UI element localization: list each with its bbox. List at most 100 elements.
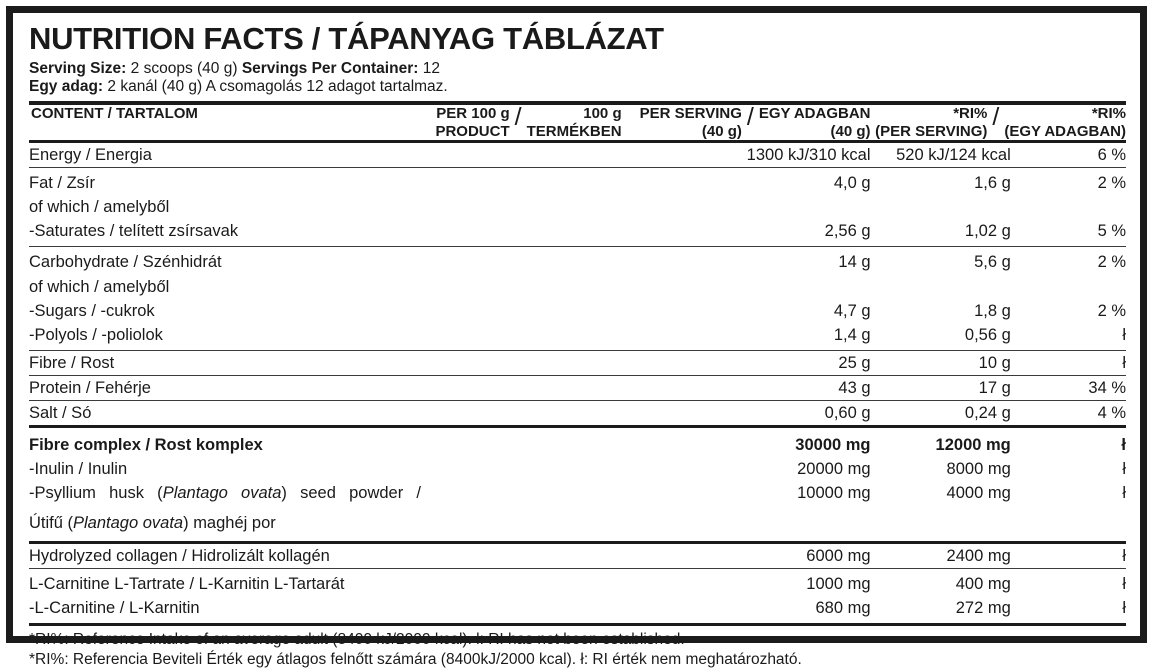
row-ri-percent: ł: [1010, 596, 1126, 626]
table-row: Protein / Fehérje 43 g 17 g 34 %: [29, 375, 1126, 401]
row-per-100g: 6000 mg: [429, 542, 871, 570]
row-ri-percent: ł: [1122, 575, 1126, 594]
row-per-serving: 272 mg: [870, 596, 1011, 626]
nutrition-facts-inner: NUTRITION FACTS / TÁPANYAG TÁBLÁZAT Serv…: [13, 13, 1140, 668]
fibre-complex-bottom-divider: [29, 535, 1126, 545]
row-per-serving: 400 mg: [955, 575, 1011, 594]
row-label: Hydrolyzed collagen / Hidrolizált kollag…: [29, 542, 430, 570]
table-row: Hydrolyzed collagen / Hidrolizált kollag…: [29, 542, 1126, 570]
row-label-part-b: ) seed powder /: [281, 484, 422, 503]
row-per-serving: 2400 mg: [870, 542, 1011, 570]
servings-per-container-value-hu: A csomagolás 12 adagot tartalmaz.: [205, 78, 448, 96]
row-per-100g: 1000 mg: [806, 575, 871, 594]
nutrition-table: CONTENT / TARTALOM PER 100 g PRODUCT / 1…: [29, 103, 1126, 626]
row-label: -Sugars / -cukrok: [29, 301, 155, 320]
row-label-latin-name: Plantago ovata: [162, 484, 282, 503]
table-row: -Saturates / telített zsírsavak 2,56 g 1…: [29, 219, 1126, 248]
row-per-serving: 12000 mg: [935, 436, 1011, 454]
row-label: -L-Carnitine / L-Karnitin: [29, 596, 430, 626]
table-row: of which / amelyből: [29, 195, 1126, 219]
row-per-serving: [871, 275, 1011, 299]
row-ri-percent: ł: [1122, 484, 1126, 503]
row-label-line2-part-b: ) maghéj por: [183, 514, 276, 533]
header-per-100g-en: PER 100 g PRODUCT: [435, 105, 510, 140]
servings-per-container-value: 12: [422, 59, 440, 77]
table-row: -Inulin / Inulin 20000 mg 8000 mg ł: [29, 457, 1126, 481]
header-slash-3: /: [992, 103, 1000, 132]
row-per-100g: 43 g: [429, 375, 871, 401]
row-label-line2-latin-name: Plantago ovata: [73, 514, 184, 533]
row-per-serving: 5,6 g: [974, 253, 1011, 272]
header-amount-group: PER 100 g PRODUCT / 100 g TERMÉKBEN PER …: [429, 103, 871, 144]
row-per-serving: 1,8 g: [974, 301, 1011, 320]
table-row: Energy / Energia 1300 kJ/310 kcal 520 kJ…: [29, 141, 1126, 169]
serving-size-label-hu: Egy adag:: [29, 78, 104, 96]
row-per-100g: 2,56 g: [429, 219, 871, 248]
row-ri-percent: 2 %: [1097, 253, 1126, 272]
row-label: of which / amelyből: [29, 277, 170, 296]
row-per-100g: 1300 kJ/310 kcal: [429, 141, 871, 169]
header-per-serving-en: PER SERVING (40 g): [639, 105, 742, 140]
row-label: Fat / Zsír: [29, 174, 95, 193]
header-ri-per-serving-hu: *RI% (EGY ADAGBAN): [1004, 105, 1126, 140]
row-per-100g: 14 g: [838, 253, 871, 272]
row-label: Fibre / Rost: [29, 350, 430, 376]
row-per-100g: 25 g: [429, 350, 871, 376]
row-per-serving: 0,24 g: [870, 400, 1011, 429]
row-label-line2-part-a: Útifű (: [29, 514, 74, 533]
row-ri-percent: [1011, 275, 1126, 299]
row-per-serving: [871, 195, 1011, 219]
row-per-100g: 4,0 g: [833, 174, 871, 193]
header-per-100g-hu: 100 g TERMÉKBEN: [526, 105, 622, 140]
table-row: Carbohydrate / Szénhidrát 14 g 5,6 g 2 %: [29, 247, 1126, 275]
row-per-serving: 0,56 g: [870, 322, 1011, 351]
row-ri-percent: 2 %: [1097, 301, 1126, 320]
row-ri-percent: 5 %: [1010, 219, 1126, 248]
table-row: Salt / Só 0,60 g 0,24 g 4 %: [29, 400, 1126, 429]
row-label: L-Carnitine L-Tartrate / L-Karnitin L-Ta…: [29, 575, 345, 594]
row-ri-percent: 6 %: [1010, 141, 1126, 169]
row-per-serving: 8000 mg: [946, 460, 1011, 479]
row-label: Protein / Fehérje: [29, 375, 430, 401]
table-row: -L-Carnitine / L-Karnitin 680 mg 272 mg …: [29, 596, 1126, 626]
row-per-100g: 4,7 g: [833, 301, 871, 320]
row-ri-percent: ł: [1122, 460, 1126, 479]
row-ri-percent: ł: [1121, 436, 1126, 454]
table-row: of which / amelyből: [29, 275, 1126, 299]
row-label: Energy / Energia: [29, 141, 430, 169]
row-per-100g: 30000 mg: [795, 436, 871, 454]
row-per-100g: 10000 mg: [797, 484, 871, 503]
table-row-fibre-complex-title: Fibre complex / Rost komplex 30000 mg 12…: [29, 427, 1126, 458]
header-content: CONTENT / TARTALOM: [29, 105, 430, 144]
header-slash-1: /: [514, 103, 522, 132]
table-header-row: CONTENT / TARTALOM PER 100 g PRODUCT / 1…: [29, 103, 1126, 144]
header-ri-group: *RI% (PER SERVING) / *RI% (EGY ADAGBAN): [870, 103, 1126, 144]
row-per-serving: 4000 mg: [946, 484, 1011, 503]
row-per-serving: 520 kJ/124 kcal: [870, 141, 1011, 169]
row-label: -Polyols / -poliolok: [29, 322, 430, 351]
row-label: -Inulin / Inulin: [29, 460, 128, 479]
serving-size-line-hu: Egy adag: 2 kanál (40 g) A csomagolás 12…: [29, 78, 1126, 97]
row-ri-percent: [1011, 195, 1126, 219]
row-label: Fibre complex / Rost komplex: [29, 436, 263, 454]
header-per-serving-hu: EGY ADAGBAN (40 g): [758, 105, 871, 140]
row-per-100g: [430, 195, 871, 219]
row-ri-percent: 4 %: [1010, 400, 1126, 429]
row-per-serving: 17 g: [870, 375, 1011, 401]
row-label: -Psyllium husk (Plantago ovata) seed pow…: [29, 481, 430, 535]
row-ri-percent: ł: [1010, 542, 1126, 570]
table-row: -Polyols / -poliolok 1,4 g 0,56 g ł: [29, 322, 1126, 351]
row-ri-percent: 2 %: [1097, 174, 1126, 193]
nutrition-facts-panel: NUTRITION FACTS / TÁPANYAG TÁBLÁZAT Serv…: [6, 6, 1147, 668]
table-row: L-Carnitine L-Tartrate / L-Karnitin L-Ta…: [29, 569, 1126, 597]
serving-size-line-en: Serving Size: 2 scoops (40 g) Servings P…: [29, 60, 1126, 79]
row-ri-percent: 34 %: [1010, 375, 1126, 401]
footnote-en: *RI%: Reference Intake of an average adu…: [29, 630, 685, 648]
table-row: -Psyllium husk (Plantago ovata) seed pow…: [29, 481, 1126, 535]
row-label: -Saturates / telített zsírsavak: [29, 219, 430, 248]
header-divider: [29, 101, 1126, 106]
row-label: Carbohydrate / Szénhidrát: [29, 253, 222, 272]
row-ri-percent: ł: [1010, 322, 1126, 351]
table-row: Fibre / Rost 25 g 10 g ł: [29, 350, 1126, 376]
serving-size-label: Serving Size:: [29, 59, 127, 77]
